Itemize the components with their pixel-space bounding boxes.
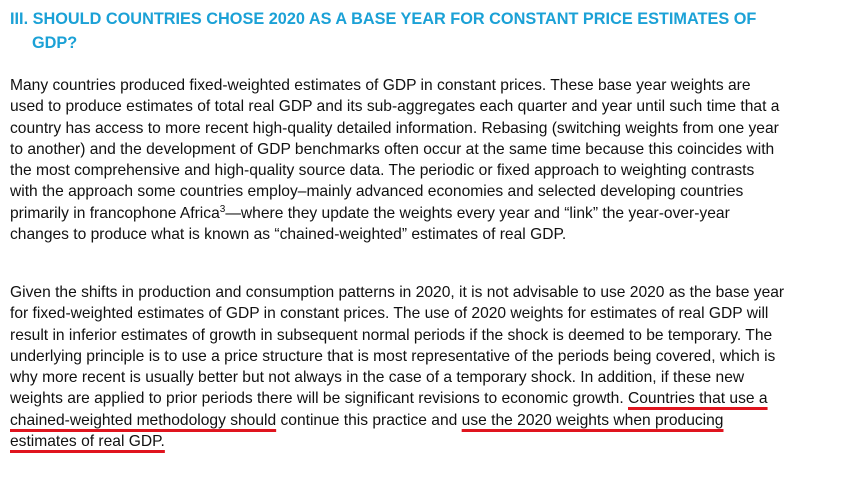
highlighted-recommendation: estimates of real GDP. [10,433,165,451]
text-line: Given the shifts in production and consu… [10,284,785,301]
text-segment: weights are applied to prior periods the… [10,390,628,408]
paragraph-base-year-2020: Given the shifts in production and consu… [10,282,845,452]
text-line: estimates of real GDP. [10,431,845,452]
text-line: result in inferior estimates of growth i… [10,326,773,344]
text-line: weights are applied to prior periods the… [10,388,845,409]
footnote-reference[interactable]: 3 [219,203,226,215]
text-line: chained-weighted methodology should cont… [10,410,845,431]
section-heading-line-1: III. SHOULD COUNTRIES CHOSE 2020 AS A BA… [10,10,757,28]
text-segment: —where they update the weights every yea… [225,204,730,222]
text-line: to another) and the development of GDP b… [10,140,775,158]
text-line: primarily in francophone Africa3—where t… [10,203,845,224]
text-line: Many countries produced fixed-weighted e… [10,77,751,94]
text-line: underlying principle is to use a price s… [10,347,776,365]
text-segment: continue this practice and [276,411,462,429]
highlighted-recommendation: use the 2020 weights when producing [461,411,724,429]
text-line: country has access to more recent high-q… [10,119,779,137]
text-line: the most comprehensive and high-quality … [10,162,755,180]
highlighted-recommendation: chained-weighted methodology should [10,411,277,429]
section-heading: III. SHOULD COUNTRIES CHOSE 2020 AS A BA… [10,7,840,55]
section-heading-line-2: GDP? [32,34,78,52]
paragraph-fixed-weights: Many countries produced fixed-weighted e… [10,75,845,245]
text-line: changes to produce what is known as “cha… [10,226,567,244]
text-line: with the approach some countries employ–… [10,183,744,201]
text-line: why more recent is usually better but no… [10,369,745,387]
text-segment: primarily in francophone Africa [10,204,220,222]
text-line: used to produce estimates of total real … [10,98,780,116]
highlighted-recommendation: Countries that use a [628,390,768,408]
text-line: for fixed-weighted estimates of GDP in c… [10,305,769,323]
